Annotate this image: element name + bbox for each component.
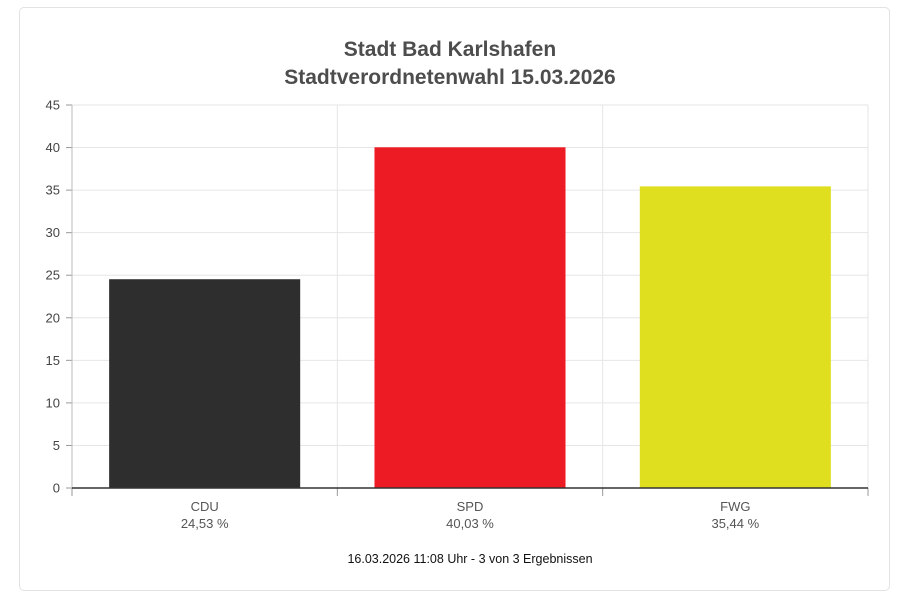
value-label: 24,53 % — [181, 516, 229, 531]
chart-title: Stadt Bad Karlshafen — [343, 38, 557, 61]
y-tick-label: 30 — [46, 225, 60, 240]
y-tick-label: 25 — [46, 268, 60, 283]
value-label: 35,44 % — [711, 516, 759, 531]
category-label: FWG — [720, 499, 750, 514]
category-label: SPD — [457, 499, 484, 514]
bar-fwg — [639, 186, 831, 489]
y-tick-label: 40 — [46, 140, 60, 155]
chart-subtitle: Stadtverordnetenwahl 15.03.2026 — [284, 66, 616, 89]
y-tick-label: 15 — [46, 353, 60, 368]
y-tick-label: 0 — [53, 481, 60, 496]
chart-footer: 16.03.2026 11:08 Uhr - 3 von 3 Ergebniss… — [347, 552, 593, 566]
y-tick-label: 45 — [46, 98, 60, 113]
category-label: CDU — [191, 499, 219, 514]
y-tick-label: 10 — [46, 395, 60, 410]
bar-cdu — [109, 279, 301, 488]
value-label: 40,03 % — [446, 516, 494, 531]
y-tick-label: 5 — [53, 438, 60, 453]
bar-spd — [374, 147, 566, 488]
y-tick-label: 35 — [46, 183, 60, 198]
y-tick-label: 20 — [46, 310, 60, 325]
